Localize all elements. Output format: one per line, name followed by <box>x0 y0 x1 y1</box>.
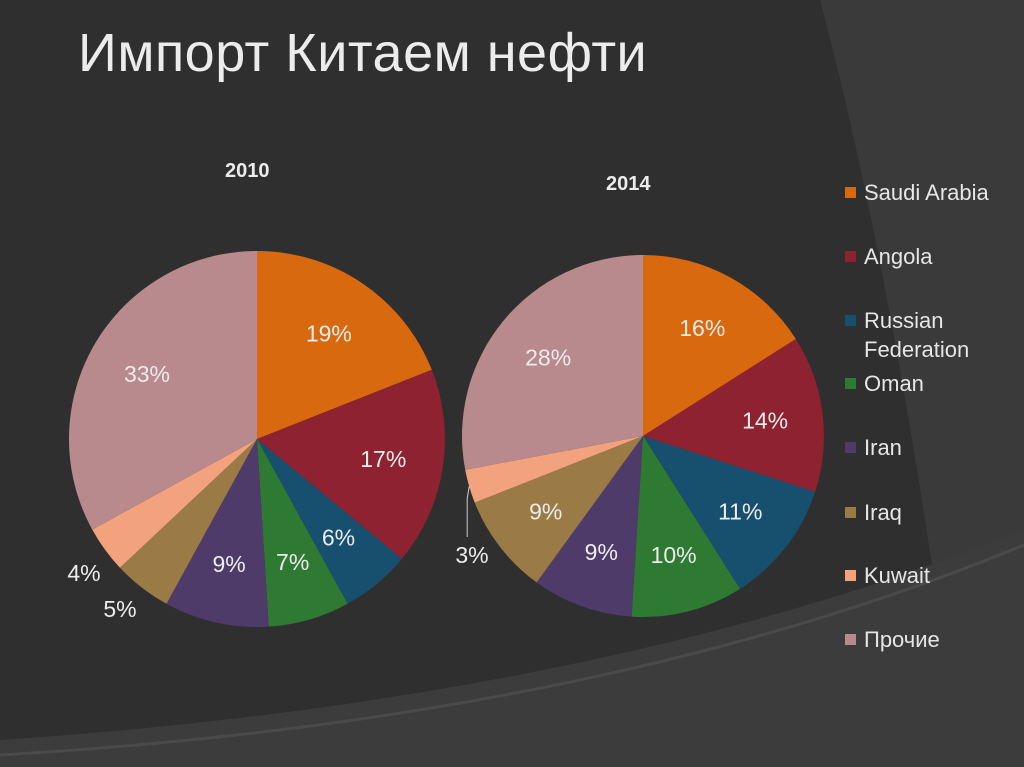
data-label-prochie: 33% <box>124 361 170 387</box>
data-label-saudi-arabia: 16% <box>679 315 725 341</box>
legend-swatch <box>845 315 856 326</box>
legend-item-kuwait: Kuwait <box>845 561 1014 590</box>
slice-oman <box>257 439 348 627</box>
legend-item-russian-federation: Russian Federation <box>845 306 1014 364</box>
legend-swatch <box>845 378 856 389</box>
data-label-russian-federation: 11% <box>718 498 762 524</box>
legend-item-iraq: Iraq <box>845 498 1014 527</box>
data-label-oman: 10% <box>651 542 697 568</box>
legend-label: Iraq <box>864 500 902 525</box>
legend-item-prochie: Прочие <box>845 625 1014 654</box>
data-label-angola: 14% <box>742 408 788 434</box>
legend-swatch <box>845 507 856 518</box>
slice-russian-federation <box>643 436 816 589</box>
legend-item-angola: Angola <box>845 242 1014 271</box>
slice-oman <box>631 436 740 617</box>
legend-label: Прочие <box>864 627 940 652</box>
data-label-angola: 17% <box>360 446 406 472</box>
data-label-kuwait: 4% <box>67 560 100 586</box>
legend-label: Angola <box>864 244 933 269</box>
legend-label: Saudi Arabia <box>864 180 989 205</box>
slice-kuwait <box>465 436 643 503</box>
slice-iraq <box>119 439 258 604</box>
slice-saudi-arabia <box>643 255 796 436</box>
data-label-prochie: 28% <box>525 345 571 371</box>
slice-saudi-arabia <box>257 251 432 439</box>
slide-title: Импорт Китаем нефти <box>78 23 648 83</box>
data-label-saudi-arabia: 19% <box>306 320 352 346</box>
slice-iran <box>166 439 269 627</box>
pie-title-2014: 2014 <box>606 173 651 195</box>
slice-prochie <box>69 251 258 530</box>
legend-label: Kuwait <box>864 563 931 588</box>
legend-swatch <box>845 634 856 645</box>
data-label-russian-federation: 6% <box>322 525 355 551</box>
slice-kuwait <box>92 439 258 568</box>
slice-iraq <box>474 436 643 583</box>
leader-line-kuwait <box>466 486 470 537</box>
slice-prochie <box>462 255 643 470</box>
slice-angola <box>643 339 825 492</box>
slice-angola <box>257 369 445 559</box>
pie-2014: 16% 14% 11% 10% 9% 9% 3% 28% <box>455 255 825 617</box>
legend-swatch <box>845 442 856 453</box>
legend-label: Oman <box>864 371 924 396</box>
legend-swatch <box>845 187 856 198</box>
slice-iran <box>536 436 643 617</box>
pie-2010: 19% 17% 6% 7% 9% 5%4% 33% <box>67 251 445 627</box>
legend-label: Iran <box>864 435 902 460</box>
data-label-iran: 9% <box>585 539 618 565</box>
legend-item-iran: Iran <box>845 433 1014 462</box>
data-label-iraq: 5% <box>103 596 136 622</box>
slice-russian-federation <box>257 439 402 604</box>
data-label-kuwait: 3% <box>455 542 488 568</box>
data-label-iraq: 9% <box>529 498 562 524</box>
legend-swatch <box>845 570 856 581</box>
data-label-iran: 9% <box>212 551 245 577</box>
pie-title-2010: 2010 <box>225 160 270 182</box>
legend-label: Russian Federation <box>864 308 970 362</box>
data-label-oman: 7% <box>276 549 309 575</box>
legend-item-oman: Oman <box>845 369 1014 398</box>
legend-swatch <box>845 251 856 262</box>
legend-item-saudi-arabia: Saudi Arabia <box>845 178 1014 207</box>
